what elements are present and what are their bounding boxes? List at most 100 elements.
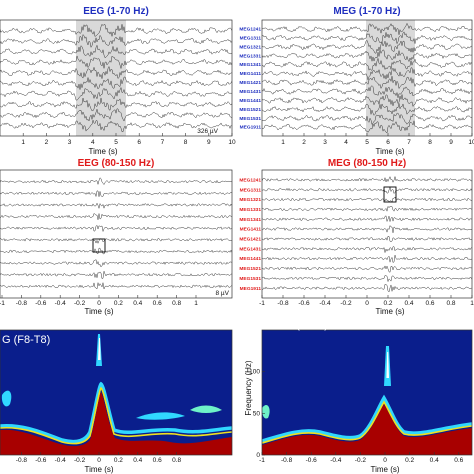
channel-label: MEG1421	[239, 237, 261, 243]
panel-eeg-hfo: EEG (80-150 Hz) 8 µV -1 -0.8 -0.6 -0.4 -0.2 0…	[0, 158, 233, 316]
tf-yellow-band	[0, 386, 232, 445]
x-ticks: -0.8 -0.6 -0.4 -0.2 0 0.2 0.4 0.6 0.8	[16, 452, 181, 464]
tick-label: 2	[302, 139, 306, 146]
tick-label: -0.6	[298, 300, 310, 307]
tick-label: 9	[207, 139, 211, 146]
tick-label: -0.4	[319, 300, 331, 307]
channel-trace	[262, 196, 472, 203]
tick-label: 10	[228, 139, 236, 146]
channel-trace	[0, 282, 232, 290]
tf-hot-floor	[0, 392, 232, 455]
plot-frame	[261, 329, 473, 456]
tick-label: 6	[137, 139, 141, 146]
panel-title: MEG (1321)	[268, 319, 328, 331]
channel-label: MEG1431	[239, 246, 261, 252]
channel-trace	[262, 176, 472, 183]
title-channel: (1321)	[293, 319, 328, 331]
channel-trace	[0, 271, 232, 279]
scale-label: 326 µV	[197, 128, 218, 135]
channel-label: MEG1331	[239, 53, 261, 59]
tick-label: 4	[91, 139, 95, 146]
channel-trace	[262, 49, 472, 63]
x-ticks: 1 2 3 4 5 6 7 8 9 10	[281, 133, 474, 146]
tick-label: 3	[323, 139, 327, 146]
channel-trace	[262, 254, 472, 263]
tick-label: 50	[253, 410, 261, 417]
channel-trace	[0, 202, 232, 210]
tick-label: 0.6	[425, 300, 434, 307]
tick-label: 8	[428, 139, 432, 146]
x-axis-label: Time (s)	[88, 147, 117, 156]
tick-label: 0.4	[430, 457, 439, 464]
tick-label: -0.8	[16, 300, 28, 307]
tick-label: -0.2	[74, 457, 86, 464]
tf-cyan-band	[262, 394, 472, 443]
tick-label: -0.6	[306, 457, 318, 464]
x-axis-label: Time (s)	[370, 465, 399, 474]
channel-label: MEG1411	[240, 71, 262, 77]
channel-trace	[262, 76, 472, 90]
channel-trace	[0, 247, 232, 255]
tick-label: 1	[21, 139, 25, 146]
channel-trace	[0, 76, 232, 90]
plot-frame	[0, 329, 233, 456]
channel-label: MEG1341	[239, 217, 261, 223]
channel-trace	[0, 34, 232, 48]
channel-trace	[0, 23, 232, 37]
channel-trace	[262, 40, 472, 54]
x-axis-label: Time (s)	[84, 465, 113, 474]
channel-label: MEG1411	[240, 227, 262, 233]
panel-title: MEG (1-70 Hz)	[333, 6, 400, 17]
channel-trace	[0, 86, 232, 101]
channel-trace	[0, 65, 232, 79]
tick-label: 4	[344, 139, 348, 146]
channel-label: MEG1911	[240, 125, 262, 131]
tick-label: -0.8	[16, 457, 28, 464]
channel-label: MEG1321	[239, 44, 261, 50]
title-modality: MEG	[268, 319, 293, 331]
tf-side-blob	[190, 405, 222, 413]
tick-label: 0	[256, 452, 260, 459]
scale-label: 8 µV	[215, 290, 229, 297]
x-ticks: 1 2 3 4 5 6 7 8 9 10	[21, 133, 236, 146]
tick-label: 3	[68, 139, 72, 146]
tick-label: 8	[184, 139, 188, 146]
tick-label: 5	[114, 139, 118, 146]
tf-hfo-streak-core	[386, 352, 389, 378]
event-box	[383, 186, 397, 203]
channel-label: MEG1241	[239, 27, 261, 33]
tick-label: 0.6	[153, 300, 162, 307]
tick-label: -1	[259, 300, 265, 307]
tf-hot-floor	[262, 404, 472, 455]
tick-label: 0.8	[446, 300, 455, 307]
channel-trace	[262, 275, 472, 283]
tick-label: -1	[259, 457, 265, 464]
channel-label: MEG1311	[240, 187, 262, 193]
channel-trace	[0, 108, 232, 122]
tick-label: -0.4	[55, 457, 67, 464]
tick-label: 0.2	[405, 457, 414, 464]
tick-label: 0	[97, 457, 101, 464]
tick-label: 1	[470, 300, 474, 307]
tf-hfo-streak-core	[98, 338, 101, 360]
event-box	[92, 238, 106, 253]
channel-trace	[0, 119, 232, 133]
tick-label: 0.6	[153, 457, 162, 464]
tick-label: 0	[97, 300, 101, 307]
eeg-tf-map	[0, 330, 232, 455]
channel-label: MEG1331	[239, 207, 261, 213]
channel-trace	[0, 225, 232, 233]
channel-trace	[262, 31, 472, 45]
panel-title: G (F8-T8)	[2, 334, 50, 346]
channel-trace	[262, 103, 472, 116]
tick-label: 0	[365, 300, 369, 307]
highlight-window	[366, 20, 415, 136]
panel-eeg-tf: G (F8-T8) -0.8 -0.6 -0.4 -0.2 0 0.2 0.4 0.6 0.8 …	[0, 329, 233, 474]
tick-label: 5	[365, 139, 369, 146]
y-ticks: 0 50 100	[249, 369, 265, 459]
channel-trace	[0, 44, 232, 58]
tick-label: 9	[449, 139, 453, 146]
tick-label: 0.6	[454, 457, 463, 464]
tf-cyan-band	[0, 381, 232, 444]
channel-trace	[262, 67, 472, 81]
